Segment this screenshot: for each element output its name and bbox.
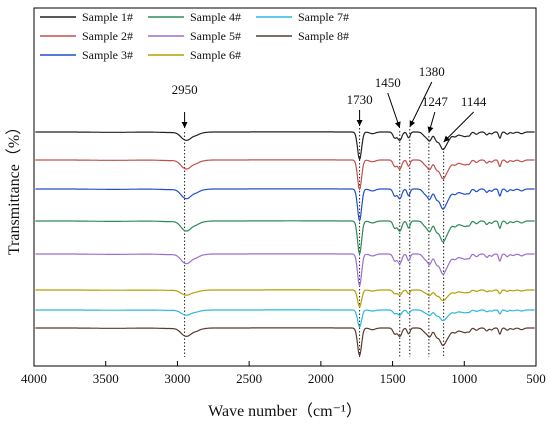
peak-label: 1247: [422, 94, 449, 109]
series-line: [35, 327, 535, 357]
x-tick-label: 1000: [451, 371, 477, 386]
peak-arrow-head: [394, 121, 401, 128]
legend-label: Sample 7#: [298, 10, 349, 24]
series-line: [35, 131, 535, 161]
x-axis-title: Wave number（cm⁻¹）: [208, 402, 362, 420]
y-axis-title: Transmittance（%）: [5, 119, 23, 255]
peak-arrow-head: [181, 122, 188, 128]
peak-arrow-head: [356, 120, 363, 126]
plot-frame: [33, 7, 537, 367]
peak-label: 2950: [172, 82, 198, 97]
legend-label: Sample 5#: [190, 29, 241, 43]
legend-label: Sample 6#: [190, 48, 241, 62]
legend-label: Sample 2#: [82, 29, 133, 43]
peak-label: 1730: [347, 92, 373, 107]
peak-arrow-head: [427, 126, 434, 133]
peak-arrow-line: [443, 111, 474, 143]
series-line: [35, 309, 535, 328]
series-line: [35, 159, 535, 191]
peak-label: 1380: [419, 64, 445, 79]
legend-label: Sample 3#: [82, 48, 133, 62]
peak-arrow-head: [409, 120, 416, 127]
series-line: [35, 220, 535, 256]
x-tick-label: 500: [526, 371, 546, 386]
x-ticks: 4000 3500 3000 2500 2000 1500 1000 500: [21, 361, 546, 386]
series-line: [35, 289, 535, 308]
legend-label: Sample 8#: [298, 29, 349, 43]
series-line: [35, 188, 535, 222]
peak-arrow-line: [409, 81, 433, 128]
legend-label: Sample 1#: [82, 10, 133, 24]
peak-arrow-head: [443, 135, 450, 142]
x-tick-label: 2000: [308, 371, 334, 386]
peak-label: 1144: [461, 94, 487, 109]
legend-label: Sample 4#: [190, 10, 241, 24]
spectra-series: [35, 131, 535, 357]
series-line: [35, 253, 535, 287]
legend: Sample 1# Sample 2# Sample 3# Sample 4# Samp…: [40, 10, 349, 62]
x-tick-label: 3000: [164, 371, 190, 386]
x-tick-label: 1500: [380, 371, 406, 386]
peak-label: 1450: [375, 75, 401, 90]
x-tick-label: 3500: [93, 371, 119, 386]
peak-arrow-line: [387, 92, 401, 129]
x-tick-label: 2500: [236, 371, 262, 386]
x-tick-label: 4000: [21, 371, 47, 386]
